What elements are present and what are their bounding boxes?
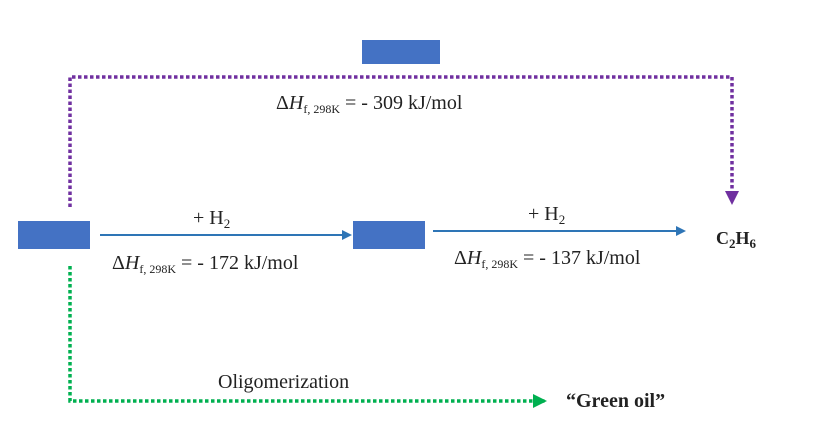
oligomerization-label: Oligomerization <box>218 371 350 393</box>
step2-reagent-label: + H2 <box>528 203 566 227</box>
step1-reagent-label: + H2 <box>193 207 231 231</box>
step1-enthalpy-label: ΔHf, 298K = - 172 kJ/mol <box>112 252 299 276</box>
green-oil-label: “Green oil” <box>566 390 666 412</box>
ethylene-box <box>353 221 425 249</box>
direct-path-arrow <box>68 75 739 207</box>
acetylene-box <box>18 221 90 249</box>
step2-enthalpy-label: ΔHf, 298K = - 137 kJ/mol <box>454 247 641 271</box>
direct-enthalpy-label: ΔHf, 298K = - 309 kJ/mol <box>276 92 463 116</box>
ethane-label: C2H6 <box>716 228 757 251</box>
oligomerization-arrow <box>68 266 547 408</box>
top-species-box <box>362 40 440 64</box>
